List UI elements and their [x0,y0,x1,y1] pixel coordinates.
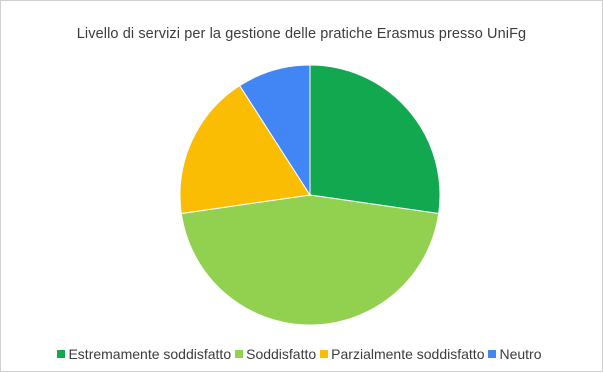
chart-title: Livello di servizi per la gestione delle… [76,26,527,42]
legend-item: Soddisfatto [235,346,316,362]
pie-slices [179,64,441,326]
legend-item: Neutro [488,346,542,362]
pie-slice-parzialmente-soddisfatto [179,84,311,215]
pie-slice-soddisfatto [180,194,440,326]
legend-item: Estremamente soddisfatto [57,346,231,362]
legend-swatch [320,350,329,358]
pie-slice-estremamente-soddisfatto [309,64,441,215]
pie-slice-neutro [239,64,311,197]
legend-item: Parzialmente soddisfatto [320,346,484,362]
legend-label: Soddisfatto [246,346,317,362]
chart-legend: Estremamente soddisfatto Soddisfatto Parzi… [1,346,602,362]
legend-swatch [57,350,66,358]
legend-swatch [235,350,244,358]
legend-label: Parzialmente soddisfatto [331,346,485,362]
legend-label: Estremamente soddisfatto [68,346,232,362]
legend-swatch [488,350,497,358]
legend-label: Neutro [499,346,542,362]
